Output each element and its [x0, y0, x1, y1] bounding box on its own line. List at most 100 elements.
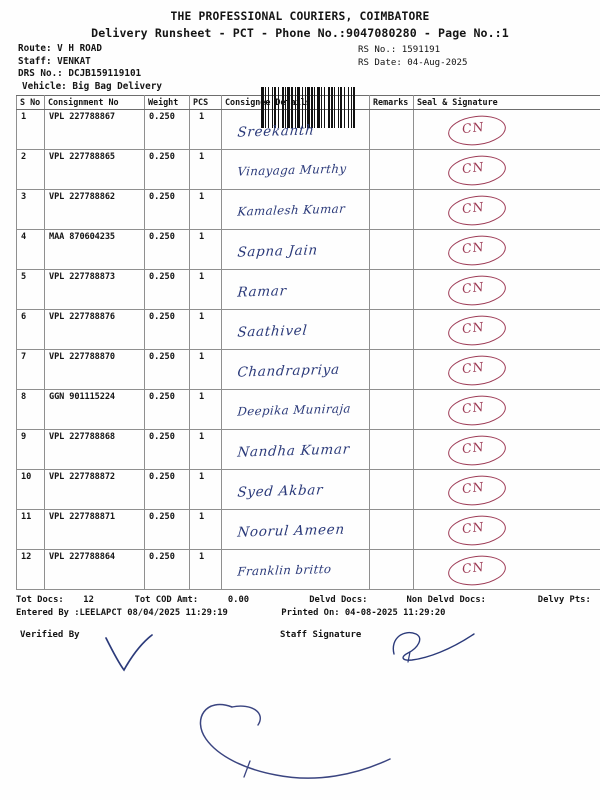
- table-body: 1 VPL 227788867 0.250 1 Sreekanth CN 2 VPL 2277…: [16, 109, 600, 590]
- consignee-handwriting: Syed Akbar: [236, 482, 324, 501]
- cn-stamp-text: CN: [461, 278, 485, 297]
- cell-seal-signature: CN: [413, 469, 600, 510]
- cell-consignment-text: VPL 227788864: [49, 552, 115, 562]
- cell-s-no: 7: [16, 349, 45, 390]
- header-meta-zone: Route: V H ROAD Staff: VENKAT DRS No.: D…: [0, 43, 600, 128]
- cell-consignee: Noorul Ameen: [221, 509, 370, 550]
- cell-s-no: 6: [16, 309, 45, 350]
- cell-consignee: Nandha Kumar: [221, 429, 370, 470]
- cell-consignee: Deepika Muniraja: [221, 389, 370, 430]
- cn-stamp-text: CN: [461, 318, 485, 337]
- cell-consignee: Franklin britto: [221, 549, 370, 590]
- cell-s-no: 2: [16, 149, 45, 190]
- cell-s-no-text: 11: [21, 512, 32, 522]
- consignment-table: S No Consignment No Weight PCS Consignee…: [16, 95, 600, 590]
- cell-pcs-text: 1: [199, 152, 205, 162]
- staff-signature-label: Staff Signature: [280, 630, 362, 640]
- cell-consignment-text: MAA 870604235: [49, 232, 115, 242]
- cn-stamp: CN: [446, 152, 508, 189]
- table-row[interactable]: 9 VPL 227788868 0.250 1 Nandha Kumar CN: [16, 429, 600, 470]
- cell-weight-text: 0.250: [149, 152, 175, 162]
- cell-remarks-text: [370, 190, 413, 192]
- cell-s-no-text: 8: [21, 392, 27, 402]
- cell-weight-text: 0.250: [149, 472, 175, 482]
- cell-consignment: VPL 227788872: [44, 469, 145, 510]
- cell-s-no: 4: [16, 229, 45, 270]
- cell-remarks-text: [370, 550, 413, 552]
- cell-remarks-text: [370, 350, 413, 352]
- cell-remarks-text: [370, 470, 413, 472]
- table-row[interactable]: 7 VPL 227788870 0.250 1 Chandrapriya CN: [16, 349, 600, 390]
- document-footer: Tot Docs: 12 Tot COD Amt: 0.00 Delvd Doc…: [16, 590, 591, 779]
- consignee-handwriting: Kamalesh Kumar: [236, 201, 346, 219]
- cell-consignment-text: VPL 227788876: [49, 312, 115, 322]
- table-row[interactable]: 12 VPL 227788864 0.250 1 Franklin britto CN: [16, 549, 600, 590]
- consignee-handwriting: Nandha Kumar: [236, 441, 351, 461]
- staff-label: Staff: VENKAT: [18, 55, 91, 67]
- cn-stamp-text: CN: [461, 158, 485, 177]
- cell-s-no: 10: [16, 469, 45, 510]
- cn-stamp-text: CN: [461, 518, 485, 537]
- cell-consignee: Chandrapriya: [221, 349, 370, 390]
- cell-seal-signature: CN: [413, 109, 600, 150]
- cell-weight-text: 0.250: [149, 112, 175, 122]
- cell-s-no-text: 3: [21, 192, 27, 202]
- tot-docs-label: Tot Docs:: [16, 595, 64, 605]
- cell-remarks: [369, 509, 414, 550]
- cell-s-no: 12: [16, 549, 45, 590]
- cell-remarks: [369, 269, 414, 310]
- cell-weight: 0.250: [144, 269, 190, 310]
- cell-remarks-text: [370, 150, 413, 152]
- table-row[interactable]: 4 MAA 870604235 0.250 1 Sapna Jain CN: [16, 229, 600, 270]
- cell-remarks-text: [370, 110, 413, 112]
- cell-pcs: 1: [189, 269, 222, 310]
- cell-seal-signature: CN: [413, 269, 600, 310]
- table-row[interactable]: 8 GGN 901115224 0.250 1 Deepika Muniraja CN: [16, 389, 600, 430]
- cell-remarks: [369, 189, 414, 230]
- cell-pcs: 1: [189, 429, 222, 470]
- cell-consignment-text: GGN 901115224: [49, 392, 115, 402]
- cell-weight: 0.250: [144, 309, 190, 350]
- cell-consignment: VPL 227788862: [44, 189, 145, 230]
- cell-seal-signature: CN: [413, 309, 600, 350]
- consignee-handwriting: Ramar: [236, 283, 288, 301]
- cell-s-no-text: 12: [21, 552, 32, 562]
- drs-no-label: DRS No.: DCJB159119101: [18, 68, 142, 80]
- cell-consignee: Sapna Jain: [221, 229, 370, 270]
- column-header-weight: Weight: [144, 95, 190, 110]
- cell-consignment-text: VPL 227788865: [49, 152, 115, 162]
- table-row[interactable]: 11 VPL 227788871 0.250 1 Noorul Ameen CN: [16, 509, 600, 550]
- cell-seal-signature: CN: [413, 389, 600, 430]
- cell-seal-signature: CN: [413, 429, 600, 470]
- cell-remarks: [369, 349, 414, 390]
- company-title: THE PROFESSIONAL COURIERS, COIMBATORE: [170, 10, 430, 23]
- table-row[interactable]: 5 VPL 227788873 0.250 1 Ramar CN: [16, 269, 600, 310]
- cell-consignee: Ramar: [221, 269, 370, 310]
- consignee-handwriting: Sapna Jain: [236, 242, 319, 261]
- consignee-handwriting: Chandrapriya: [236, 361, 341, 381]
- cell-weight-text: 0.250: [149, 512, 175, 522]
- cell-pcs: 1: [189, 549, 222, 590]
- cell-consignment: VPL 227788876: [44, 309, 145, 350]
- table-row[interactable]: 2 VPL 227788865 0.250 1 Vinayaga Murthy CN: [16, 149, 600, 190]
- cell-s-no: 5: [16, 269, 45, 310]
- cell-weight: 0.250: [144, 509, 190, 550]
- cell-weight: 0.250: [144, 429, 190, 470]
- bottom-signature-mark: [176, 695, 406, 790]
- table-row[interactable]: 6 VPL 227788876 0.250 1 Saathivel CN: [16, 309, 600, 350]
- cell-pcs: 1: [189, 509, 222, 550]
- consignee-handwriting: Deepika Muniraja: [236, 401, 352, 419]
- consignee-handwriting: Saathivel: [236, 322, 309, 341]
- cn-stamp: CN: [446, 272, 508, 309]
- cn-stamp-text: CN: [461, 238, 485, 257]
- table-row[interactable]: 10 VPL 227788872 0.250 1 Syed Akbar CN: [16, 469, 600, 510]
- table-row[interactable]: 1 VPL 227788867 0.250 1 Sreekanth CN: [16, 109, 600, 150]
- cell-seal-signature: CN: [413, 149, 600, 190]
- cell-remarks-text: [370, 390, 413, 392]
- cell-s-no-text: 10: [21, 472, 32, 482]
- table-row[interactable]: 3 VPL 227788862 0.250 1 Kamalesh Kumar CN: [16, 189, 600, 230]
- cn-stamp: CN: [446, 392, 508, 429]
- audit-row: Entered By :LEELAPCT 08/04/2025 11:29:19…: [16, 607, 584, 620]
- cell-pcs: 1: [189, 309, 222, 350]
